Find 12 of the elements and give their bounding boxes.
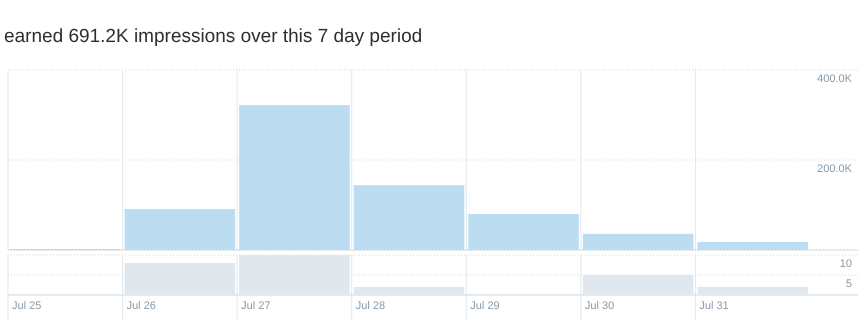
y-tick-label: 400.0K: [817, 73, 853, 85]
x-tick-label: Jul 28: [356, 300, 386, 312]
x-tick-label: Jul 26: [126, 300, 156, 312]
x-tick-label: Jul 31: [699, 300, 729, 312]
y-tick-label: 5: [846, 278, 852, 290]
y-tick-label: 200.0K: [817, 163, 853, 175]
y-tick-label: 10: [840, 258, 852, 270]
chart-title: earned 691.2K impressions over this 7 day period: [4, 26, 422, 47]
x-tick-label: Jul 25: [12, 300, 42, 312]
x-tick-label: Jul 29: [470, 300, 500, 312]
x-tick-label: Jul 30: [584, 300, 614, 312]
x-tick-label: Jul 27: [241, 300, 270, 312]
